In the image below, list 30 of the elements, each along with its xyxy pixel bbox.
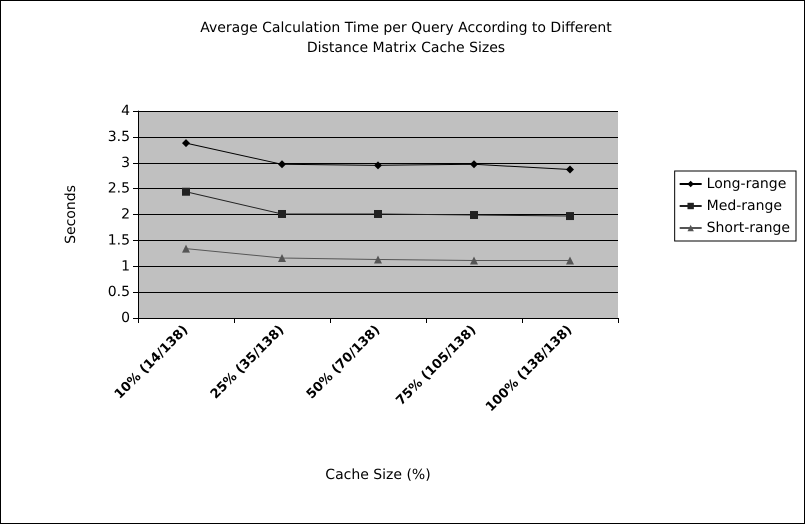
y-tick-label: 0.5 bbox=[108, 284, 130, 300]
point bbox=[182, 188, 190, 196]
point bbox=[374, 161, 382, 170]
y-tick-label: 4 bbox=[121, 103, 130, 119]
point bbox=[470, 211, 478, 220]
y-tick-label: 3 bbox=[121, 154, 130, 171]
chart-title: Average Calculation Time per Query According to Different Distance Matrix Cache Sizes bbox=[200, 20, 612, 56]
point bbox=[470, 256, 478, 265]
point bbox=[470, 160, 478, 168]
y-tick-label: 2.5 bbox=[108, 180, 130, 197]
point bbox=[182, 244, 190, 253]
point bbox=[374, 210, 382, 218]
y-axis-title: Seconds bbox=[63, 185, 79, 244]
point bbox=[278, 254, 286, 262]
point bbox=[182, 139, 190, 148]
y-tick-label: 1 bbox=[121, 258, 130, 274]
legend-label: Long-range bbox=[706, 176, 786, 192]
y-tick-label: 2 bbox=[121, 206, 130, 222]
point bbox=[278, 210, 286, 218]
point bbox=[566, 165, 574, 174]
legend-label: Med-range bbox=[706, 198, 782, 214]
y-tick-label: 0 bbox=[121, 310, 130, 326]
x-axis-title: Cache Size (%) bbox=[325, 467, 431, 483]
y-tick-label: 3.5 bbox=[108, 128, 130, 145]
point bbox=[566, 212, 574, 220]
point bbox=[278, 160, 286, 168]
legend-label: Short-range bbox=[706, 220, 790, 236]
y-tick-label: 1.5 bbox=[108, 232, 130, 248]
point bbox=[374, 256, 382, 264]
point bbox=[566, 256, 574, 265]
